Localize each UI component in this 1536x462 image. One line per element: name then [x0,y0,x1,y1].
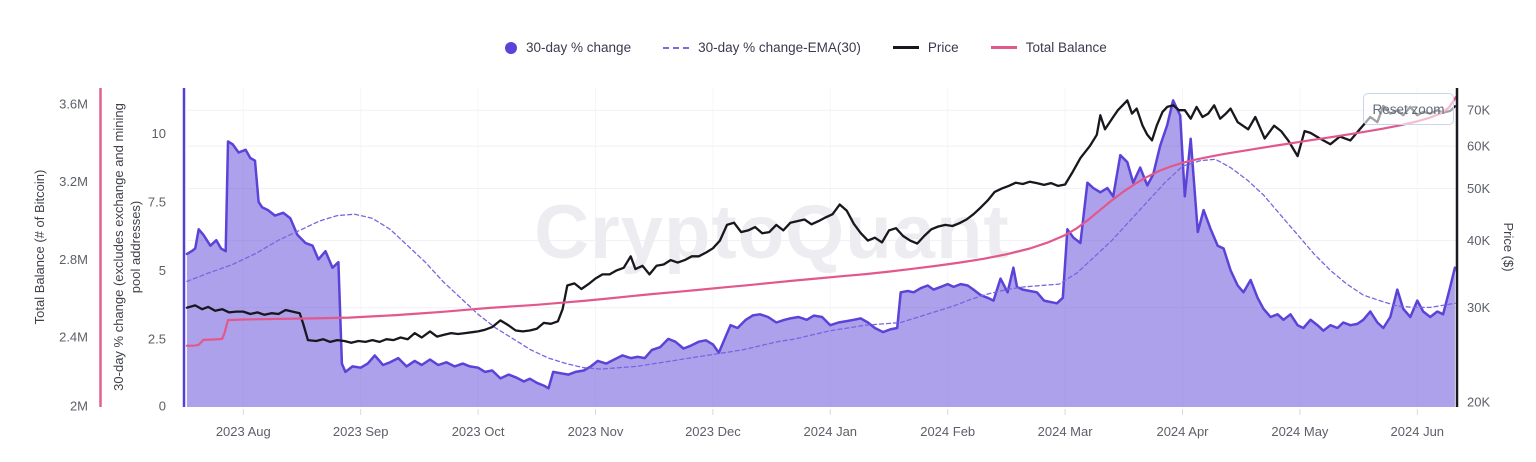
total-balance-line-icon [990,46,1017,49]
balance-tick-label: 3.6M [59,97,88,112]
price-line-icon [892,46,919,49]
pct-change-line [185,99,1457,390]
legend-label: Total Balance [1025,40,1107,55]
watermark: CryptoQuant [534,190,1009,275]
legend-item-total-balance[interactable]: Total Balance [990,40,1107,55]
legend-label: 30-day % change [526,40,632,55]
axis-title-total-balance: Total Balance (# of Bitcoin) [32,169,47,325]
price-tick-label: 30K [1467,300,1490,315]
x-tick-label: 2023 Aug [216,424,271,439]
price-line [185,99,1457,344]
x-tick-label: 2023 Sep [333,424,389,439]
pct-tick-label: 2.5 [148,331,166,346]
x-tick-label: 2024 May [1271,424,1329,439]
balance-line [185,95,1458,347]
price-tick-label: 70K [1467,103,1490,118]
legend-label: Price [927,40,959,55]
x-tick-label: 2023 Nov [568,424,624,439]
x-tick-label: 2024 Jan [804,424,858,439]
balance-tick-label: 3.2M [59,174,88,189]
x-tick-label: 2023 Dec [685,424,741,439]
price-tick-label: 20K [1467,395,1490,410]
x-tick-label: 2024 Apr [1156,424,1209,439]
axis-title-price: Price ($) [1501,222,1516,272]
price-tick-label: 40K [1467,233,1490,248]
pct-tick-label: 7.5 [148,194,166,209]
pct-change-area [186,100,1455,408]
pct-tick-label: 0 [159,399,166,414]
pct-tick-label: 10 [152,126,166,141]
x-tick-label: 2024 Mar [1038,424,1094,439]
x-tick-label: 2024 Feb [920,424,975,439]
price-tick-label: 50K [1467,181,1490,196]
axis-title-pct-change: 30-day % change (excludes exchange and m… [111,103,143,391]
pct-change-dot-icon [505,41,517,54]
ema-dash-icon [663,46,690,49]
ema-line [186,158,1456,370]
balance-tick-label: 2.8M [59,252,88,267]
legend-label: 30-day % change-EMA(30) [698,40,861,55]
reset-zoom-button[interactable]: Reset zoom [1363,93,1454,125]
x-tick-label: 2024 Jun [1391,424,1445,439]
legend-item-pct-change[interactable]: 30-day % change [505,40,631,55]
x-tick-label: 2023 Oct [452,424,505,439]
balance-tick-label: 2M [70,399,88,414]
price-tick-label: 60K [1467,139,1490,154]
balance-tick-label: 2.4M [59,330,88,345]
legend-item-ema[interactable]: 30-day % change-EMA(30) [663,40,861,55]
pct-tick-label: 5 [159,263,166,278]
legend-item-price[interactable]: Price [892,40,959,55]
legend: 30-day % change 30-day % change-EMA(30) … [505,40,1107,55]
